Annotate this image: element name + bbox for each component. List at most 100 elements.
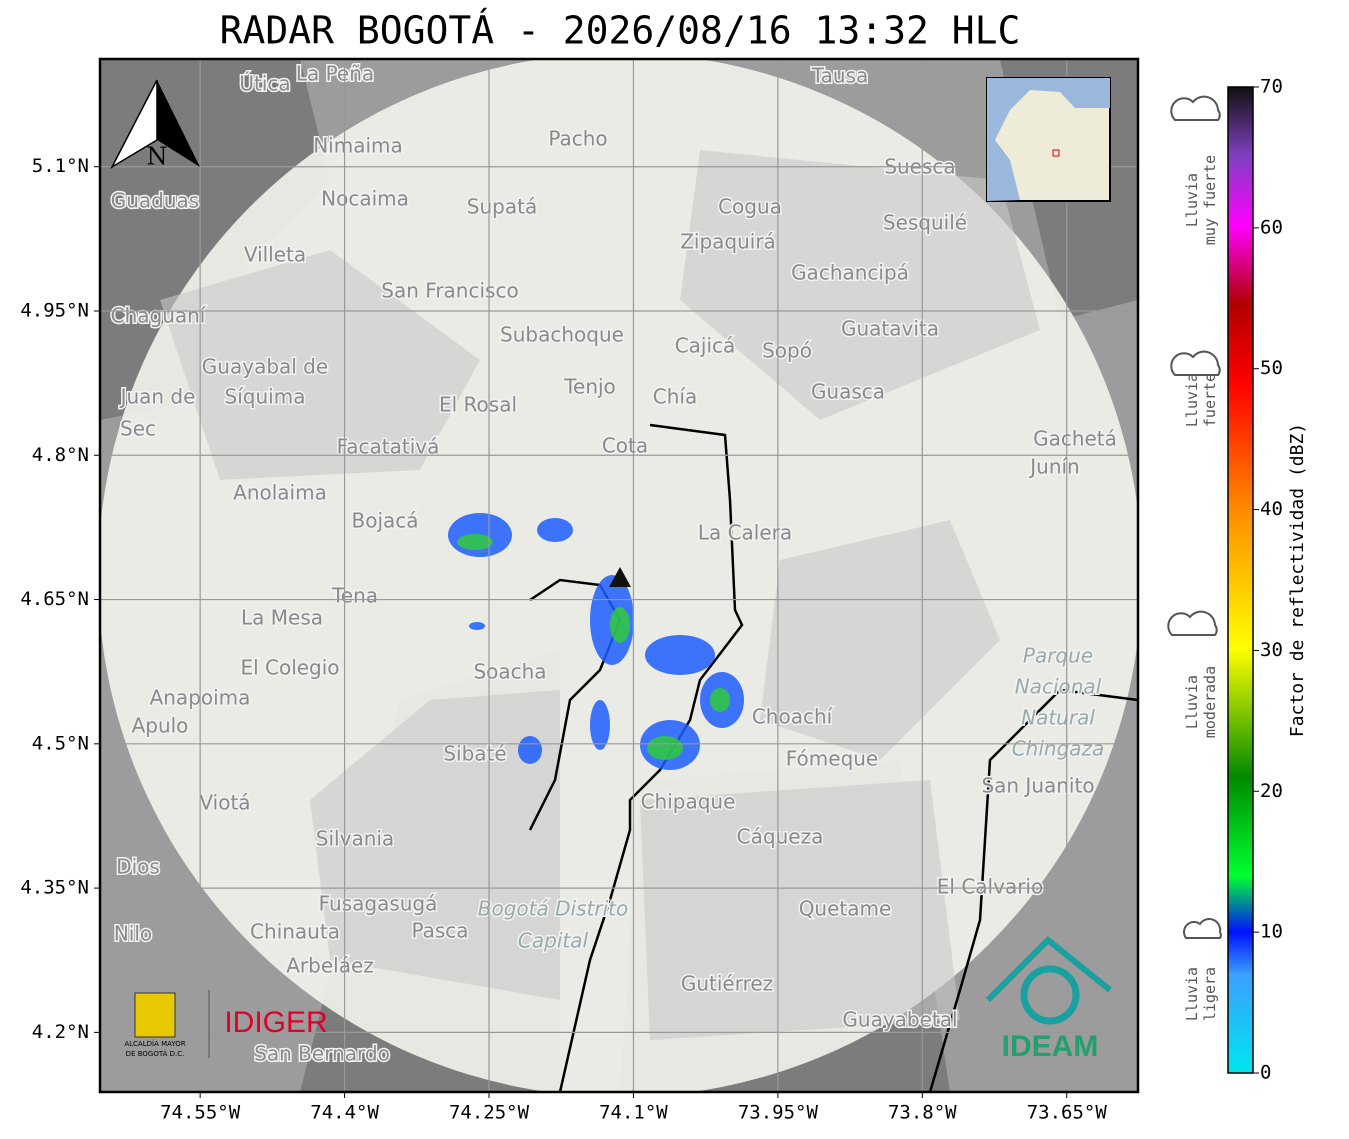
logos: ALCALDÍA MAYOR DE BOGOTÁ D.C. IDIGER IDE…: [124, 935, 1112, 1063]
y-tick-label: 4.2°N: [32, 1021, 89, 1043]
rain-label: moderada: [1201, 666, 1219, 738]
place-label: Quetame: [799, 897, 892, 921]
place-label: Tena: [331, 584, 378, 608]
rain-label: Lluvia: [1183, 173, 1201, 227]
x-tick-label: 74.4°W: [310, 1102, 379, 1124]
place-label: El Colegio: [240, 656, 339, 680]
north-label: N: [147, 143, 168, 171]
place-label: Chaguaní: [111, 304, 207, 328]
region-shade: [160, 150, 1040, 1040]
place-label: El Calvario: [937, 875, 1043, 899]
x-tick-label: 73.65°W: [1027, 1102, 1108, 1124]
place-label: Pacho: [548, 127, 607, 151]
place-label: Tenjo: [563, 375, 616, 399]
x-tick-label: 73.8°W: [888, 1102, 957, 1124]
place-label: Arbeláez: [286, 954, 374, 978]
place-label: Guatavita: [841, 317, 939, 341]
place-label: Cáqueza: [737, 825, 824, 849]
colorbar: [1227, 86, 1254, 1074]
place-label: Sibaté: [443, 742, 506, 766]
y-tick-label: 4.35°N: [20, 877, 89, 899]
place-label: Gachetá: [1033, 427, 1117, 451]
colorbar-tick-label: 40: [1260, 498, 1283, 520]
place-label: Bojacá: [351, 509, 418, 533]
rain-label: fuerte: [1201, 373, 1219, 427]
place-label: Sec: [120, 417, 156, 441]
place-label: Anolaima: [233, 481, 327, 505]
place-label: San Bernardo: [254, 1042, 390, 1066]
ideam-roof: [985, 935, 1112, 1003]
place-label: Cajicá: [675, 334, 736, 358]
place-label: Soacha: [473, 660, 546, 684]
place-label: Fómeque: [786, 747, 879, 771]
grid: [100, 59, 1138, 1092]
place-label: La Mesa: [241, 606, 323, 630]
y-tick-label: 4.5°N: [32, 732, 89, 754]
rain-icon: [1170, 350, 1221, 376]
place-label: Cogua: [718, 195, 782, 219]
colorbar-tick-label: 60: [1260, 216, 1283, 238]
place-label: Fusagasugá: [319, 892, 438, 916]
y-tick-label: 4.8°N: [32, 444, 89, 466]
place-label: San Francisco: [381, 279, 518, 303]
place-label: Útica: [239, 72, 290, 96]
y-tick-label: 5.1°N: [32, 155, 89, 177]
place-label: Apulo: [132, 714, 189, 738]
place-label: Gachancipá: [791, 261, 909, 285]
alcaldia-text: DE BOGOTÁ D.C.: [126, 1049, 185, 1058]
rain-label: Lluvia: [1183, 675, 1201, 729]
radar-echoes: [457, 534, 730, 760]
place-label: Juan de: [119, 385, 196, 409]
place-label: Sopó: [762, 339, 812, 363]
inset-marker: [1052, 149, 1060, 157]
place-label: Guasca: [811, 380, 885, 404]
colorbar-tick-label: 30: [1260, 639, 1283, 661]
place-label: Guayabetal: [842, 1008, 957, 1032]
rain-label: Lluvia: [1183, 373, 1201, 427]
colorbar-tick-label: 20: [1260, 780, 1283, 802]
place-label: Zipaquirá: [680, 230, 776, 254]
radar-site: [609, 567, 631, 587]
park-label: Natural: [1021, 706, 1095, 730]
place-label: Dios: [116, 855, 160, 879]
north-arrow: N: [110, 79, 200, 171]
alcaldia-text: ALCALDÍA MAYOR: [124, 1039, 185, 1048]
place-label: Supatá: [467, 195, 537, 219]
place-label: Guayabal de: [202, 355, 328, 379]
place-label: Junín: [1028, 455, 1079, 479]
place-label: La Peña: [296, 62, 374, 86]
place-label: Subachoque: [500, 323, 624, 347]
place-label: Gutiérrez: [681, 972, 773, 996]
x-tick-label: 74.1°W: [599, 1102, 668, 1124]
place-label: Nocaima: [321, 187, 409, 211]
y-tick-label: 4.65°N: [20, 588, 89, 610]
colorbar-tick-label: 50: [1260, 357, 1283, 379]
park-label: Parque: [1023, 644, 1093, 668]
place-label: Nimaima: [313, 134, 403, 158]
rain-label: Lluvia: [1183, 967, 1201, 1021]
park-label: Nacional: [1015, 675, 1102, 699]
park-label: Chingaza: [1012, 737, 1105, 761]
place-label: Villeta: [244, 243, 306, 267]
place-label: Síquima: [225, 385, 306, 409]
x-tick-label: 73.95°W: [738, 1102, 819, 1124]
place-label: Chipaque: [641, 790, 736, 814]
place-label: Facatativá: [337, 435, 440, 459]
x-tick-label: 74.55°W: [160, 1102, 241, 1124]
colorbar-tick-label: 70: [1260, 76, 1283, 98]
colorbar-tick-label: 0: [1260, 1062, 1271, 1084]
district-label: Bogotá Distrito: [478, 897, 628, 921]
place-label: Viotá: [199, 791, 250, 815]
place-label: Choachí: [752, 705, 834, 729]
rain-icon: [1170, 95, 1221, 121]
place-label: Cota: [602, 434, 648, 458]
map-frame: [98, 57, 1140, 1094]
place-label: Silvania: [316, 827, 394, 851]
rain-icon: [1183, 918, 1222, 939]
inset-sea: [987, 78, 1110, 201]
place-label: Tausa: [811, 64, 869, 88]
